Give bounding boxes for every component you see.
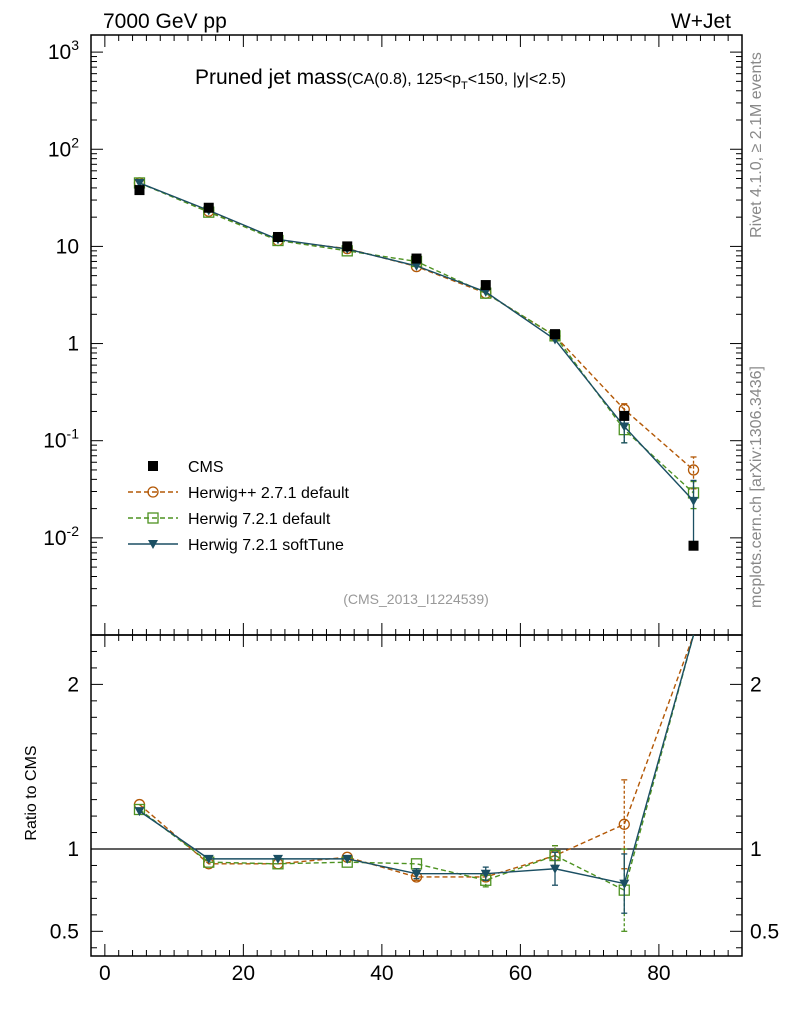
cms-data-point <box>342 241 353 252</box>
main-y-tick-label: 10-1 <box>43 426 79 453</box>
ratio-ylabel: Ratio to CMS <box>23 745 40 840</box>
plot-title-detail-end: <150, |y|<2.5) <box>468 71 566 88</box>
cms-data-point <box>134 185 145 196</box>
tick-base: 10 <box>48 41 71 64</box>
softtune-point <box>550 864 561 874</box>
legend-label-data: CMS <box>188 459 224 476</box>
tick-base: 10 <box>43 527 66 550</box>
ratio-series-layer <box>133 634 695 932</box>
plot-title-detail: (CA(0.8), 125<p <box>347 71 461 88</box>
plot-title-sub: T <box>461 80 468 92</box>
tick-base: 10 <box>48 138 71 161</box>
softtune-point <box>411 261 422 271</box>
herwig721-point <box>147 512 159 524</box>
ratio-herwig721-line <box>139 634 695 892</box>
ratio-y-tick-label-right: 2 <box>750 673 762 696</box>
softtune-point <box>480 869 491 879</box>
tick-exponent: -2 <box>67 523 80 539</box>
main-series-layer <box>133 177 700 551</box>
cms-data-point <box>619 410 630 421</box>
softtune-point <box>342 854 353 864</box>
cms-data-point <box>688 540 699 551</box>
herwigpp-point <box>687 464 700 476</box>
plot-title: Pruned jet mass(CA(0.8), 125<pT<150, |y|… <box>195 66 566 92</box>
legend-label-herwig721: Herwig 7.2.1 default <box>188 511 331 528</box>
ratio-y-tick-label-left: 2 <box>67 673 79 696</box>
softtune-point <box>411 869 422 879</box>
main-y-tick-label: 10 <box>56 235 79 258</box>
ratio-y-tick-label-left: 0.5 <box>50 920 79 943</box>
ratio-axis-ticks: 0.5 0.5 1 1 2 2 <box>50 650 779 949</box>
ratio-softtune-line <box>139 634 695 885</box>
x-tick-label: 40 <box>370 962 393 985</box>
analysis-id: (CMS_2013_I1224539) <box>343 591 489 607</box>
ratio-y-tick-label-right: 1 <box>750 838 762 861</box>
softtune-point <box>272 854 283 864</box>
legend-label-herwigpp: Herwig++ 2.7.1 default <box>188 485 350 502</box>
mcplots-label: mcplots.cern.ch [arXiv:1306.3436] <box>748 366 765 608</box>
tick-exponent: -1 <box>67 426 80 442</box>
herwigpp-point <box>618 818 630 830</box>
main-y-tick-label: 102 <box>48 134 79 161</box>
ratio-y-tick-label-right: 0.5 <box>750 920 779 943</box>
ratio-herwigpp-line <box>139 634 695 878</box>
ratio-y-tick-label-left: 1 <box>67 838 79 861</box>
header-left: 7000 GeV pp <box>103 10 227 33</box>
legend-label-softtune: Herwig 7.2.1 softTune <box>188 537 344 554</box>
herwigpp-point <box>147 486 159 498</box>
cms-data-point <box>148 461 158 471</box>
legend: CMS Herwig++ 2.7.1 default Herwig 7.2.1 de… <box>128 459 350 554</box>
ratio-panel-frame <box>90 634 743 957</box>
x-tick-label: 0 <box>99 962 111 985</box>
x-tick-label: 60 <box>509 962 532 985</box>
cms-data-point <box>550 329 561 340</box>
x-axis-ticks: 0 20 40 60 80 <box>99 35 729 985</box>
cms-data-point <box>203 202 214 213</box>
cms-data-point <box>480 280 491 291</box>
softtune-point <box>480 287 491 297</box>
softtune-point <box>134 178 145 188</box>
softtune-point <box>134 807 145 817</box>
softtune-point <box>619 879 630 889</box>
main-herwig721-line <box>139 182 694 494</box>
x-tick-label: 80 <box>647 962 670 985</box>
softtune-point <box>148 540 158 549</box>
tick-exponent: 3 <box>71 37 79 53</box>
plot-title-main: Pruned jet mass <box>195 66 347 89</box>
x-tick-label: 20 <box>232 962 255 985</box>
cms-data-point <box>272 231 283 242</box>
rivet-label: Rivet 4.1.0, ≥ 2.1M events <box>748 52 765 238</box>
softtune-point <box>688 496 699 506</box>
tick-base: 10 <box>43 430 66 453</box>
softtune-point <box>203 854 214 864</box>
softtune-point <box>619 422 630 432</box>
main-y-tick-label: 103 <box>48 37 79 64</box>
main-herwigpp-line <box>139 182 694 471</box>
main-y-tick-label: 10-2 <box>43 523 79 550</box>
header-right: W+Jet <box>671 10 731 33</box>
main-softtune-line <box>139 182 695 502</box>
cms-data-point <box>411 253 422 264</box>
tick-exponent: 2 <box>71 134 79 150</box>
main-y-tick-label: 1 <box>67 333 79 356</box>
